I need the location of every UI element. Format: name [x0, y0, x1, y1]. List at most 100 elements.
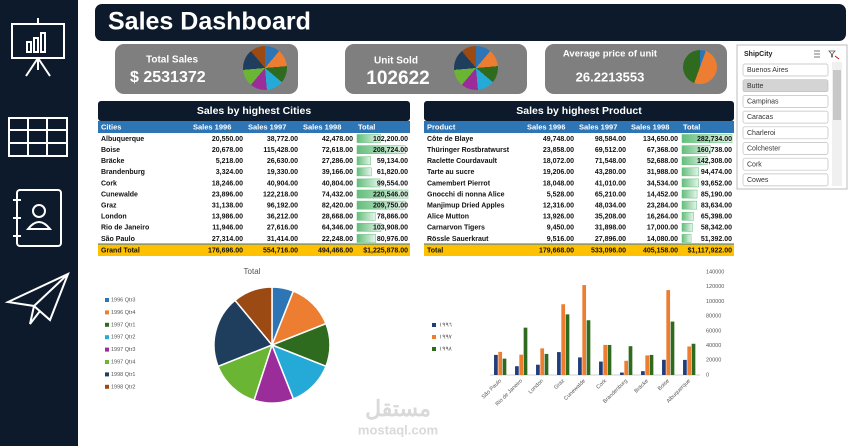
slicer-buttons[interactable] [814, 50, 840, 60]
legend-swatch [105, 298, 109, 302]
table-cell: 220,546.00 [373, 191, 408, 198]
table-cell: 31,988.00 [647, 169, 678, 176]
table-cell: 35,208.00 [595, 214, 626, 221]
table-cell: 9,516.00 [547, 236, 574, 243]
table-title-bar [424, 101, 734, 121]
table-total-cell: Total [427, 247, 443, 254]
y-tick-label: 80000 [706, 314, 721, 320]
slicer-title: ShipCity [744, 51, 772, 58]
data-bar [681, 178, 699, 188]
table-cell: 98,584.00 [595, 136, 626, 143]
table-header: Product [427, 122, 456, 131]
bar [670, 321, 675, 375]
table-cell: Bräcke [101, 158, 124, 165]
table-cell: 39,166.00 [322, 169, 353, 176]
bar [561, 304, 566, 375]
bar [649, 354, 654, 375]
table-cell: 16,264.00 [647, 214, 678, 221]
table-cell: 27,896.00 [595, 236, 626, 243]
table-header: Sales 1998 [303, 122, 341, 131]
table-cell: 19,330.00 [267, 169, 298, 176]
slicer-scroll-thumb[interactable] [833, 70, 841, 120]
table-title: Sales by highest Product [516, 105, 642, 117]
bar [666, 290, 671, 375]
slicer-item[interactable] [742, 142, 829, 155]
table-cell: 134,650.00 [643, 136, 678, 143]
table-cell: Boise [101, 147, 120, 154]
table-cell: 26,630.00 [267, 158, 298, 165]
slicer-item-label: Buenos Aires [747, 67, 789, 74]
legend-label: 1998 Qtr1 [111, 372, 135, 378]
legend-swatch [105, 322, 109, 327]
legend-label: 1997 Qtr4 [111, 359, 135, 365]
table-cell: 59,134.00 [377, 158, 408, 165]
kpi-value: 26.2213553 [576, 69, 645, 84]
table-cell: 36,212.00 [267, 214, 298, 221]
presentation-icon[interactable] [11, 18, 65, 77]
pie-slice [233, 286, 273, 348]
table-cell: Manjimup Dried Apples [427, 202, 505, 209]
x-tick-label: Cork [595, 378, 608, 391]
table-cell: 83,634.00 [701, 202, 732, 209]
slicer-item-label: Butte [747, 83, 763, 90]
table-cell: 19,206.00 [543, 169, 574, 176]
data-bar [356, 200, 406, 210]
table-header-row [424, 121, 734, 133]
send-icon[interactable] [4, 272, 70, 325]
table-title: Sales by highest Cities [197, 105, 312, 117]
slicer-scrollbar[interactable] [832, 62, 842, 186]
bar [662, 359, 666, 375]
watermark-arabic: مستقل [365, 396, 431, 421]
legend-swatch [432, 335, 436, 339]
data-bar [681, 223, 693, 232]
kpi-label: Average price of unit [563, 49, 658, 60]
slicer-item[interactable] [742, 157, 829, 171]
table-cell: 82,420.00 [322, 202, 353, 209]
table-cell: 11,946.00 [212, 225, 243, 232]
x-tick-label: Graz [553, 378, 566, 391]
table-cell: 85,190.00 [701, 191, 732, 198]
x-tick-label: London [528, 378, 545, 395]
bar [624, 360, 629, 375]
table-cell: 65,398.00 [701, 214, 732, 221]
slicer-item[interactable] [742, 63, 829, 77]
table-total-cell: 405,158.00 [643, 247, 678, 254]
table-cell: 18,048.00 [543, 180, 574, 187]
pie-slice [217, 343, 274, 402]
bar [544, 353, 549, 375]
table-cell: 102,200.00 [373, 136, 408, 143]
table-cell: 52,688.00 [647, 158, 678, 165]
data-bar [356, 134, 381, 143]
table-cell: 67,368.00 [647, 147, 678, 154]
table-cell: Brandenburg [101, 169, 145, 176]
table-cell: 18,246.00 [212, 180, 243, 187]
table-header: Sales 1997 [248, 122, 286, 131]
table-cell: 14,452.00 [647, 191, 678, 198]
table-cell: 5,528.00 [547, 191, 574, 198]
kpi-mini-pie [683, 50, 717, 84]
slicer-item[interactable] [742, 79, 829, 93]
slicer-item[interactable] [742, 126, 829, 140]
data-bar [681, 211, 694, 221]
slicer-item[interactable] [742, 173, 829, 187]
table-cell: 49,748.00 [543, 136, 574, 143]
table-cell: 142,308.00 [697, 158, 732, 165]
slicer-item[interactable] [742, 95, 829, 108]
table-cell: 282,734.00 [697, 136, 732, 143]
legend-swatch [105, 347, 109, 352]
table-cell: Tarte au sucre [427, 169, 474, 176]
bar [502, 358, 507, 375]
table-cell: 38,772.00 [267, 136, 298, 143]
data-bar [356, 234, 376, 243]
table-cell: 64,346.00 [322, 225, 353, 232]
x-tick-label: Bräcke [634, 378, 650, 394]
table-cell: Camembert Pierrot [427, 180, 491, 187]
kpi-value: 102622 [366, 68, 429, 89]
slicer-item[interactable] [742, 110, 829, 124]
table-total-cell: 176,696.00 [208, 247, 243, 254]
table-cell: 160,738.00 [697, 147, 732, 154]
table-cell: Rio de Janeiro [101, 225, 149, 232]
table-icon[interactable] [8, 117, 68, 157]
table-cell: 27,616.00 [267, 225, 298, 232]
contact-icon[interactable] [13, 189, 62, 247]
